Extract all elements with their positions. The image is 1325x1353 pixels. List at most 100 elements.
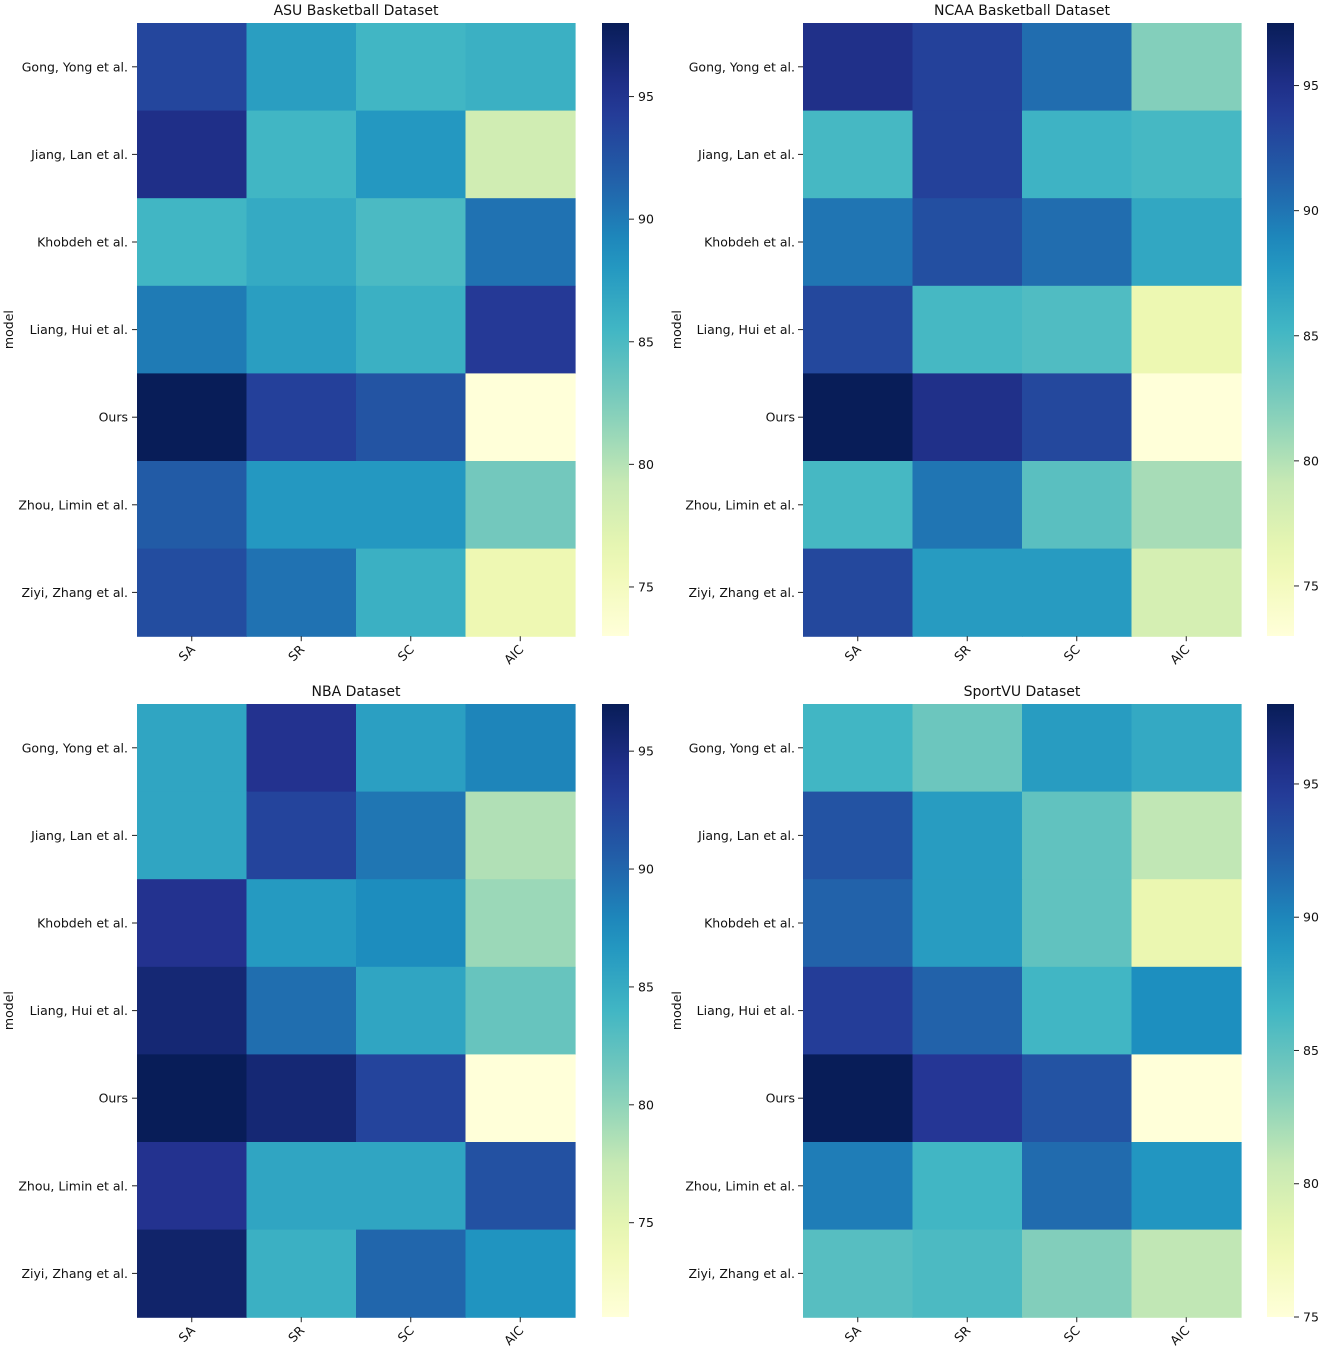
heatmap-cell: [912, 285, 1023, 374]
heatmap-cell: [1022, 461, 1133, 550]
x-tick-label: SR: [285, 641, 308, 664]
heatmap-cell: [246, 704, 357, 793]
heatmap-cell: [1131, 879, 1242, 968]
heatmap-cell: [356, 966, 467, 1055]
heatmap-cell: [137, 23, 248, 112]
heatmap-cell: [803, 1229, 914, 1318]
colorbar-tick-label: 85: [1303, 328, 1319, 343]
y-tick-label: Liang, Hui et al.: [697, 1003, 795, 1018]
colorbar-tick-label: 80: [1303, 1176, 1319, 1191]
y-tick-label: Khobdeh et al.: [37, 916, 128, 931]
heatmap-cell: [803, 966, 914, 1055]
heatmap-panel-1: ASU Basketball Dataset Gong, Yong et al. J…: [1, 3, 654, 667]
heatmap-cell: [1131, 966, 1242, 1055]
heatmap-cell: [137, 704, 248, 793]
heatmap-cell: [803, 110, 914, 199]
heatmap-cell: [1131, 285, 1242, 374]
heatmap-cell: [356, 1229, 467, 1318]
heatmap-cell: [1131, 373, 1242, 462]
heatmap-cell: [137, 198, 248, 287]
colorbar-tick-label: 80: [638, 1097, 654, 1112]
heatmap-cell: [912, 23, 1023, 112]
heatmap-cell: [356, 198, 467, 287]
heatmap-cell: [246, 285, 357, 374]
heatmap-cell: [803, 23, 914, 112]
heatmap-cell: [803, 198, 914, 287]
heatmap-cell: [465, 198, 576, 287]
heatmap-cell: [1022, 966, 1133, 1055]
heatmap-cell: [356, 23, 467, 112]
y-tick-label: Khobdeh et al.: [704, 916, 795, 931]
y-tick-label: Gong, Yong et al.: [689, 740, 795, 755]
heatmap-cell: [912, 704, 1023, 793]
heatmap-cell: [246, 23, 357, 112]
x-tick-label: SR: [951, 1322, 974, 1345]
x-tick-label: SR: [951, 641, 974, 664]
heatmap-cell: [1131, 23, 1242, 112]
y-tick-label: Gong, Yong et al.: [22, 59, 128, 74]
y-tick-label: Zhou, Limin et al.: [685, 497, 795, 512]
heatmap-cell: [465, 373, 576, 462]
heatmap-cell: [246, 966, 357, 1055]
heatmap-cell: [1022, 704, 1133, 793]
heatmap-cell: [1022, 23, 1133, 112]
heatmap-cell: [912, 548, 1023, 637]
y-axis-label: model: [669, 991, 684, 1030]
heatmap-cell: [465, 1054, 576, 1143]
heatmap-cell: [465, 461, 576, 550]
heatmap-cell: [1131, 1229, 1242, 1318]
y-tick-label: Liang, Hui et al.: [30, 1003, 128, 1018]
heatmap-cell: [137, 373, 248, 462]
heatmap-cell: [1022, 373, 1133, 462]
heatmap-cell: [912, 198, 1023, 287]
heatmap-cell: [137, 548, 248, 637]
heatmap-cell: [1131, 1054, 1242, 1143]
heatmap-cell: [137, 285, 248, 374]
colorbar-tick-label: 90: [1303, 910, 1319, 925]
y-tick-label: Gong, Yong et al.: [22, 740, 128, 755]
x-tick-label: SC: [394, 1323, 417, 1346]
heatmap-cell: [1131, 548, 1242, 637]
heatmap-cell: [137, 966, 248, 1055]
heatmap-cell: [912, 1142, 1023, 1231]
colorbar-tick-label: 95: [638, 744, 654, 759]
heatmap-cell: [137, 879, 248, 968]
x-tick-label: SA: [841, 641, 864, 664]
x-tick-label: AIC: [501, 1323, 527, 1349]
colorbar-tick-label: 75: [1303, 578, 1319, 593]
colorbar-tick-label: 85: [638, 979, 654, 994]
y-tick-label: Gong, Yong et al.: [689, 59, 795, 74]
heatmap-cell: [465, 966, 576, 1055]
heatmap-cell: [803, 879, 914, 968]
heatmap-cell: [912, 1229, 1023, 1318]
heatmap-cell: [246, 1142, 357, 1231]
colorbar-tick-label: 75: [638, 579, 654, 594]
heatmap-cell: [246, 110, 357, 199]
heatmap-cell: [1022, 791, 1133, 880]
heatmap-cell: [803, 285, 914, 374]
colorbar: [602, 23, 629, 636]
colorbar-tick-label: 95: [1303, 78, 1319, 93]
heatmap-cell: [356, 704, 467, 793]
y-tick-label: Ours: [99, 410, 128, 425]
panel-title: SportVU Dataset: [964, 684, 1081, 700]
heatmap-cell: [1131, 704, 1242, 793]
heatmap-cell: [137, 1142, 248, 1231]
heatmap-cell: [912, 110, 1023, 199]
y-tick-label: Jiang, Lan et al.: [30, 147, 128, 162]
colorbar-tick-label: 85: [638, 334, 654, 349]
heatmap-cell: [137, 1229, 248, 1318]
heatmap-panel-3: NBA Dataset Gong, Yong et al. Jiang, Lan e…: [1, 684, 654, 1348]
y-tick-label: Ours: [99, 1091, 128, 1106]
x-tick-label: AIC: [1167, 642, 1193, 668]
heatmap-cell: [246, 1054, 357, 1143]
heatmap-cell: [246, 548, 357, 637]
y-tick-label: Liang, Hui et al.: [30, 322, 128, 337]
y-tick-label: Ziyi, Zhang et al.: [688, 585, 795, 600]
colorbar-tick-label: 85: [1303, 1043, 1319, 1058]
y-tick-label: Zhou, Limin et al.: [18, 1178, 128, 1193]
heatmap-cell: [1022, 110, 1133, 199]
heatmap-cell: [356, 373, 467, 462]
colorbar-tick-label: 90: [638, 862, 654, 877]
